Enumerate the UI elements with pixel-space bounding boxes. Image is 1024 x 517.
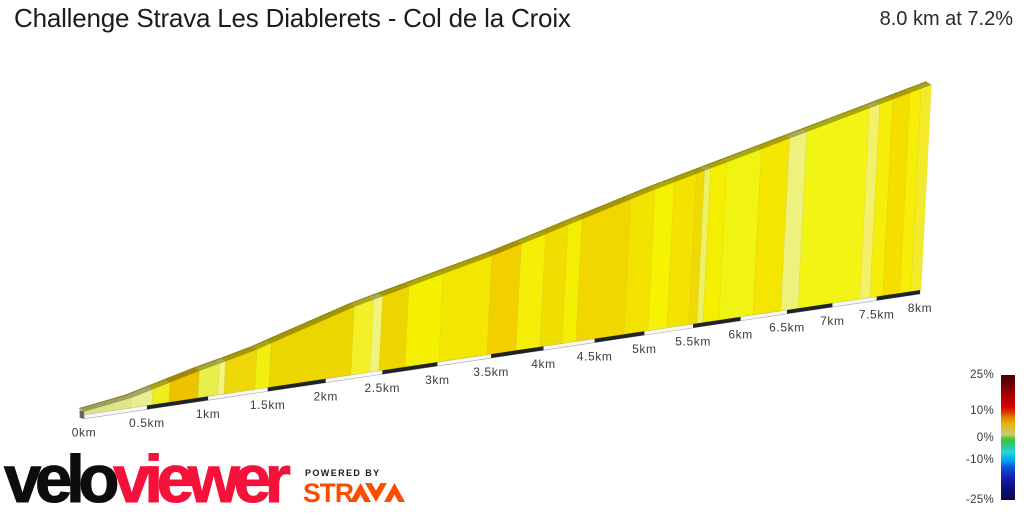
svg-text:5.5km: 5.5km: [675, 335, 711, 349]
svg-text:6.5km: 6.5km: [769, 321, 805, 335]
svg-text:3.5km: 3.5km: [473, 365, 509, 379]
svg-text:4.5km: 4.5km: [577, 349, 613, 363]
svg-text:6km: 6km: [728, 328, 752, 342]
svg-text:4km: 4km: [531, 357, 555, 371]
svg-text:1km: 1km: [196, 407, 220, 421]
svg-text:1.5km: 1.5km: [250, 398, 286, 412]
svg-text:0.5km: 0.5km: [129, 416, 165, 430]
svg-text:2km: 2km: [313, 389, 337, 403]
svg-text:3km: 3km: [425, 373, 449, 387]
svg-text:5km: 5km: [632, 342, 656, 356]
svg-text:7km: 7km: [820, 314, 844, 328]
svg-text:8km: 8km: [908, 301, 932, 315]
svg-text:7.5km: 7.5km: [859, 307, 895, 321]
svg-text:STR: STR: [303, 478, 354, 508]
svg-text:0km: 0km: [72, 426, 96, 440]
svg-text:2.5km: 2.5km: [364, 381, 400, 395]
